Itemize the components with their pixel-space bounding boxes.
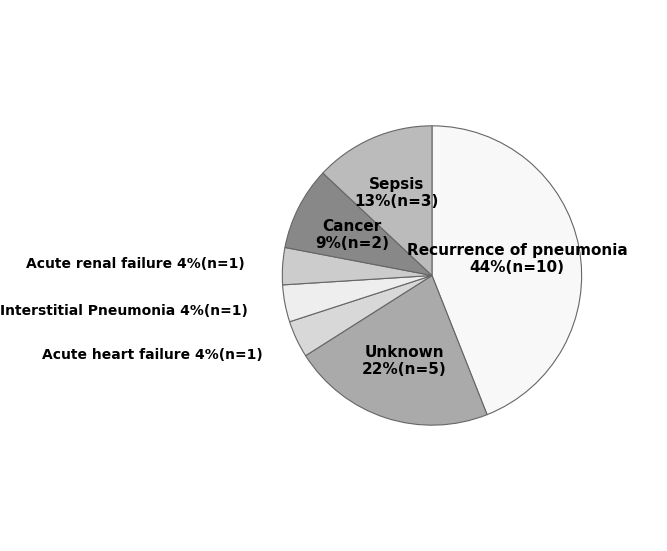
Wedge shape bbox=[323, 126, 432, 276]
Wedge shape bbox=[283, 276, 432, 322]
Wedge shape bbox=[432, 126, 582, 415]
Text: Interstitial Pneumonia 4%(n=1): Interstitial Pneumonia 4%(n=1) bbox=[0, 304, 248, 317]
Text: Sepsis
13%(n=3): Sepsis 13%(n=3) bbox=[354, 177, 438, 209]
Wedge shape bbox=[289, 276, 432, 356]
Wedge shape bbox=[305, 276, 487, 425]
Text: Cancer
9%(n=2): Cancer 9%(n=2) bbox=[315, 219, 389, 251]
Text: Acute heart failure 4%(n=1): Acute heart failure 4%(n=1) bbox=[42, 348, 263, 362]
Text: Unknown
22%(n=5): Unknown 22%(n=5) bbox=[362, 345, 447, 377]
Wedge shape bbox=[282, 247, 432, 285]
Text: Recurrence of pneumonia
44%(n=10): Recurrence of pneumonia 44%(n=10) bbox=[407, 243, 628, 276]
Text: Acute renal failure 4%(n=1): Acute renal failure 4%(n=1) bbox=[27, 257, 245, 271]
Wedge shape bbox=[285, 173, 432, 276]
